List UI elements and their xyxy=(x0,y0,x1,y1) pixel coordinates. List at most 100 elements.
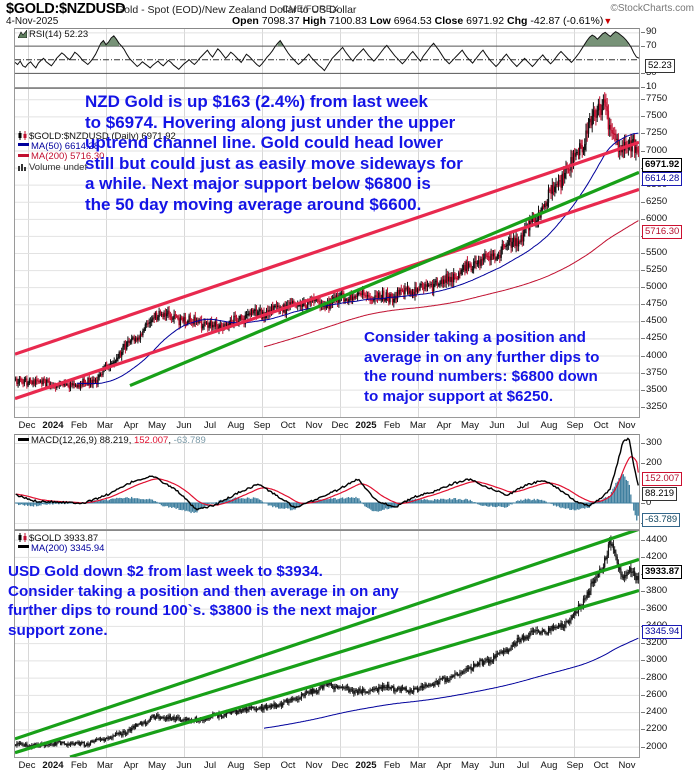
usd-y-tick-mark xyxy=(641,556,645,558)
stockcharts-brand: ©StockCharts.com xyxy=(610,3,694,14)
usd-y-tick-mark xyxy=(641,591,645,593)
price-y-tick-mark xyxy=(641,287,645,289)
x-axis-month-label: Jun xyxy=(489,420,505,431)
macd-y-tick-mark xyxy=(641,503,645,504)
rsi-y-tick-mark xyxy=(641,32,645,34)
symbol-description: Gold - Spot (EOD)/New Zealand Dollar to … xyxy=(116,4,357,16)
price-plot-svg xyxy=(15,89,639,417)
change-label: Chg xyxy=(507,15,528,27)
position-advice-annotation: Consider taking a position and average i… xyxy=(364,329,600,405)
rsi-y-tick-mark xyxy=(641,73,645,75)
price-panel xyxy=(14,88,640,418)
x-axis-month-label: May xyxy=(461,420,479,431)
x-axis-month-label: Sep xyxy=(566,760,584,771)
x-axis-month-label: Feb xyxy=(70,760,88,771)
x-axis-month-label: Aug xyxy=(227,760,245,771)
macd-plot-svg xyxy=(15,435,639,529)
price-y-tick: 7750 xyxy=(646,93,668,105)
usd-ma200-swatch-icon xyxy=(18,545,29,549)
price-y-tick: 5250 xyxy=(646,264,668,276)
change-value: -42.87 (-0.61%) xyxy=(530,15,604,27)
price-y-tick-mark xyxy=(641,321,645,323)
rsi-plot-area xyxy=(15,29,639,87)
price-y-tick: 5000 xyxy=(646,281,668,293)
macd-y-tick: 200 xyxy=(646,457,662,468)
x-axis-month-label: Apr xyxy=(123,760,139,771)
usd-y-tick: 2800 xyxy=(646,671,668,683)
usd-gold-x-axis: Dec 2024 Feb Mar Apr May Jun Jul Aug Sep Oct Nov Dec… xyxy=(14,759,640,773)
price-y-tick-mark xyxy=(641,389,645,391)
x-axis-month-label: Sep xyxy=(253,760,271,771)
macd-legend-sep2: , xyxy=(168,435,171,446)
macd-value-flag: 88.219 xyxy=(642,487,678,501)
price-y-tick-mark xyxy=(641,99,645,101)
high-label: High xyxy=(302,15,326,27)
open-value: 7098.37 xyxy=(261,15,300,27)
usd-y-tick: 2000 xyxy=(646,740,668,752)
price-y-tick-mark xyxy=(641,270,645,272)
x-axis-month-label: Oct xyxy=(593,760,609,771)
price-y-tick: 4500 xyxy=(646,315,668,327)
usd-y-tick-mark xyxy=(641,608,645,610)
usd-gold-plot-area xyxy=(15,531,639,757)
price-plot-area xyxy=(15,89,639,417)
macd-legend: MACD(12,26,9) 88.219, 152.007, -63.789 xyxy=(18,435,206,447)
x-axis-month-label: Oct xyxy=(593,420,609,431)
low-value: 6964.53 xyxy=(393,15,432,27)
x-axis-month-label: Oct xyxy=(280,420,296,431)
price-legend-ma200: MA(200) 5716.30 xyxy=(31,151,105,162)
x-axis-month-label: Mar xyxy=(409,420,427,431)
price-y-tick: 6250 xyxy=(646,195,668,207)
x-axis-month-label: Nov xyxy=(618,760,636,771)
price-y-tick: 7000 xyxy=(646,144,668,156)
macd-legend-hist: -63.789 xyxy=(173,435,206,446)
usd-y-tick-mark xyxy=(641,746,645,748)
x-axis-month-label: Dec xyxy=(331,420,349,431)
macd-line-swatch-icon xyxy=(18,437,29,441)
price-y-tick: 3750 xyxy=(646,366,668,378)
change-down-caret-icon: ▼ xyxy=(603,16,613,26)
price-x-axis: Dec 2024 Feb Mar Apr May Jun Jul Aug Sep Oct Nov Dec… xyxy=(14,419,640,433)
rsi-y-tick-mark xyxy=(641,87,645,88)
macd-legend-sep1: , xyxy=(128,435,132,446)
ohlc-summary: Open 7098.37 High 7100.83 Low 6964.53 Cl… xyxy=(232,15,612,27)
x-axis-month-label: Jun xyxy=(176,760,192,771)
price-legend-symbol: $GOLD:$NZDUSD (Daily) 6971.92 xyxy=(29,131,176,142)
x-axis-month-label: Dec xyxy=(18,420,36,431)
x-axis-month-label: May xyxy=(148,420,166,431)
x-axis-month-label: 2024 xyxy=(42,760,64,771)
price-y-tick-mark xyxy=(641,133,645,135)
x-axis-month-label: Sep xyxy=(566,420,584,431)
rsi-legend: RSI(14) 52.23 xyxy=(17,29,89,41)
close-label: Close xyxy=(434,15,464,27)
usd-gold-panel xyxy=(14,530,640,758)
x-axis-month-label: Jul xyxy=(203,420,217,431)
x-axis-month-label: Feb xyxy=(383,420,401,431)
macd-histogram-flag: -63.789 xyxy=(642,513,681,527)
rsi-y-tick: 10 xyxy=(646,81,657,92)
x-axis-month-label: 2025 xyxy=(355,760,377,771)
macd-y-tick: 300 xyxy=(646,437,662,448)
x-axis-month-label: Feb xyxy=(70,420,88,431)
x-axis-month-label: Dec xyxy=(331,760,349,771)
price-y-tick: 7500 xyxy=(646,110,668,122)
price-legend: $GOLD:$NZDUSD (Daily) 6971.92 MA(50) 661… xyxy=(18,131,176,173)
usd-y-tick: 2200 xyxy=(646,723,668,735)
price-y-tick: 5500 xyxy=(646,247,668,258)
x-axis-month-label: Nov xyxy=(305,420,323,431)
usd-y-tick: 4400 xyxy=(646,533,668,545)
usd-y-tick: 2400 xyxy=(646,706,668,718)
usd-y-tick-mark xyxy=(641,712,645,714)
usd-gold-legend: $GOLD 3933.87 MA(200) 3345.94 xyxy=(18,533,104,554)
price-y-tick-mark xyxy=(641,150,645,152)
usd-gold-plot-svg xyxy=(15,531,639,757)
usd-gold-annotation: USD Gold down $2 from last week to $3934… xyxy=(8,563,399,639)
chart-header: $GOLD:$NZDUSD Gold - Spot (EOD)/New Zeal… xyxy=(0,0,700,28)
ma50-value-flag: 6614.28 xyxy=(642,172,683,186)
macd-legend-name: MACD(12,26,9) xyxy=(31,435,97,446)
x-axis-month-label: Aug xyxy=(227,420,245,431)
rsi-legend-text: RSI(14) 52.23 xyxy=(29,29,89,40)
price-y-tick-mark xyxy=(641,355,645,357)
price-y-tick-mark xyxy=(641,116,645,118)
ma200-swatch-icon xyxy=(18,153,29,157)
